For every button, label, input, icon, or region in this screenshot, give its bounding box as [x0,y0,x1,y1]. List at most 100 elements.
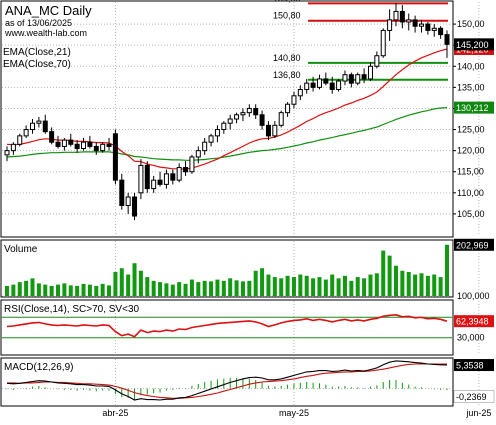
candle-up [81,141,87,150]
candle-down [170,173,176,181]
candle-down [399,10,405,23]
candle-down [361,74,367,80]
rsi-legend: RSI(Close,14), SC>70, SV<30 [4,304,140,315]
volume-bar [260,268,265,296]
volume-bar [228,278,233,296]
candlesticks [4,3,450,221]
candle-up [278,112,284,126]
price-tick-label: 150,00 [457,19,485,29]
candle-up [291,95,297,105]
macd-hist-value-label: -0,2369 [456,392,487,402]
volume-bar [221,280,226,296]
volume-bar [330,274,335,296]
macd-signal-line [7,363,447,399]
x-tick-label: abr-25 [102,408,128,418]
macd-hist-value-bg [453,390,495,403]
volume-bar [253,270,258,296]
volume-bar [266,274,271,296]
volume-bar [107,285,112,296]
macd-line [6,360,448,401]
volume-bar [81,283,86,296]
macd-legend: MACD(12,26,9) [4,362,73,373]
volume-bar [126,274,131,296]
volume-bar [234,280,239,296]
support-resistance-levels: 154,90 150,80 140,80 136,80 [273,0,448,81]
volume-bar [419,273,424,296]
resistance-label: 150,80 [273,11,301,21]
volume-bar [24,280,29,296]
volume-bar [43,284,48,296]
candle-up [240,112,246,116]
candle-down [348,74,354,84]
volume-bar [247,280,252,296]
volume-bar [387,255,392,296]
volume-bar [94,285,99,296]
volume-bar [291,277,296,296]
chart-title: ANA_MC Daily [5,3,92,18]
volume-value-label: 202,969 [456,240,489,250]
candle-down [310,82,316,88]
candle-down [55,141,61,147]
ema21-line [6,48,448,170]
candle-up [214,129,220,137]
ema70-value-label: 130,212 [456,103,489,113]
candle-down [132,196,138,217]
candle-down [144,164,150,190]
volume-bar [381,250,386,296]
candle-up [304,82,310,90]
volume-bar [75,285,80,296]
candle-up [221,122,227,131]
price-tick-label: 110,00 [457,188,484,198]
candle-up [367,65,373,80]
candle-down [112,133,118,181]
price-tick-label: 125,00 [457,125,485,135]
candle-up [195,150,201,158]
volume-bar [336,278,341,296]
volume-bar [304,275,309,296]
volume-bar [311,278,316,296]
volume-bar [132,263,137,296]
candle-down [106,143,112,147]
candle-up [342,74,348,82]
candle-up [163,173,169,185]
candle-down [49,131,55,143]
volume-bar [374,273,379,296]
candle-up [10,143,16,152]
volume-bar [158,282,163,296]
volume-bar [100,283,105,296]
rsi-line [6,313,448,338]
rsi-value-label: 62,3948 [456,317,489,327]
candle-up [336,80,342,90]
candle-down [157,179,163,185]
volume-bar [62,283,67,296]
volume-bar [400,270,405,296]
candle-down [438,27,444,36]
candle-up [138,164,144,194]
chart-source: www.wealth-lab.com [4,28,87,38]
legend-ema21: EMA(Close,21) [3,47,71,58]
chart-date: as of 13/06/2025 [5,18,72,28]
price-tick-label: 135,00 [457,82,485,92]
candle-down [87,141,93,147]
volume-bar [30,278,35,296]
volume-bar [202,280,207,296]
candle-up [272,124,278,137]
x-tick-label: jun-25 [465,408,491,418]
candle-up [227,118,233,124]
volume-bar [413,274,418,296]
volume-bar [285,275,290,296]
candle-down [265,124,271,137]
price-panel [0,0,454,238]
x-tick-label: may-25 [279,408,309,418]
volume-bar [183,283,188,296]
volume-bar [49,285,54,296]
price-tick-label: 105,00 [457,209,485,219]
volume-bar [164,283,169,296]
candle-down [74,143,80,150]
candle-up [387,19,393,31]
candle-up [431,27,437,31]
volume-bar [36,283,41,296]
candle-up [36,120,42,124]
volume-bar [323,279,328,296]
